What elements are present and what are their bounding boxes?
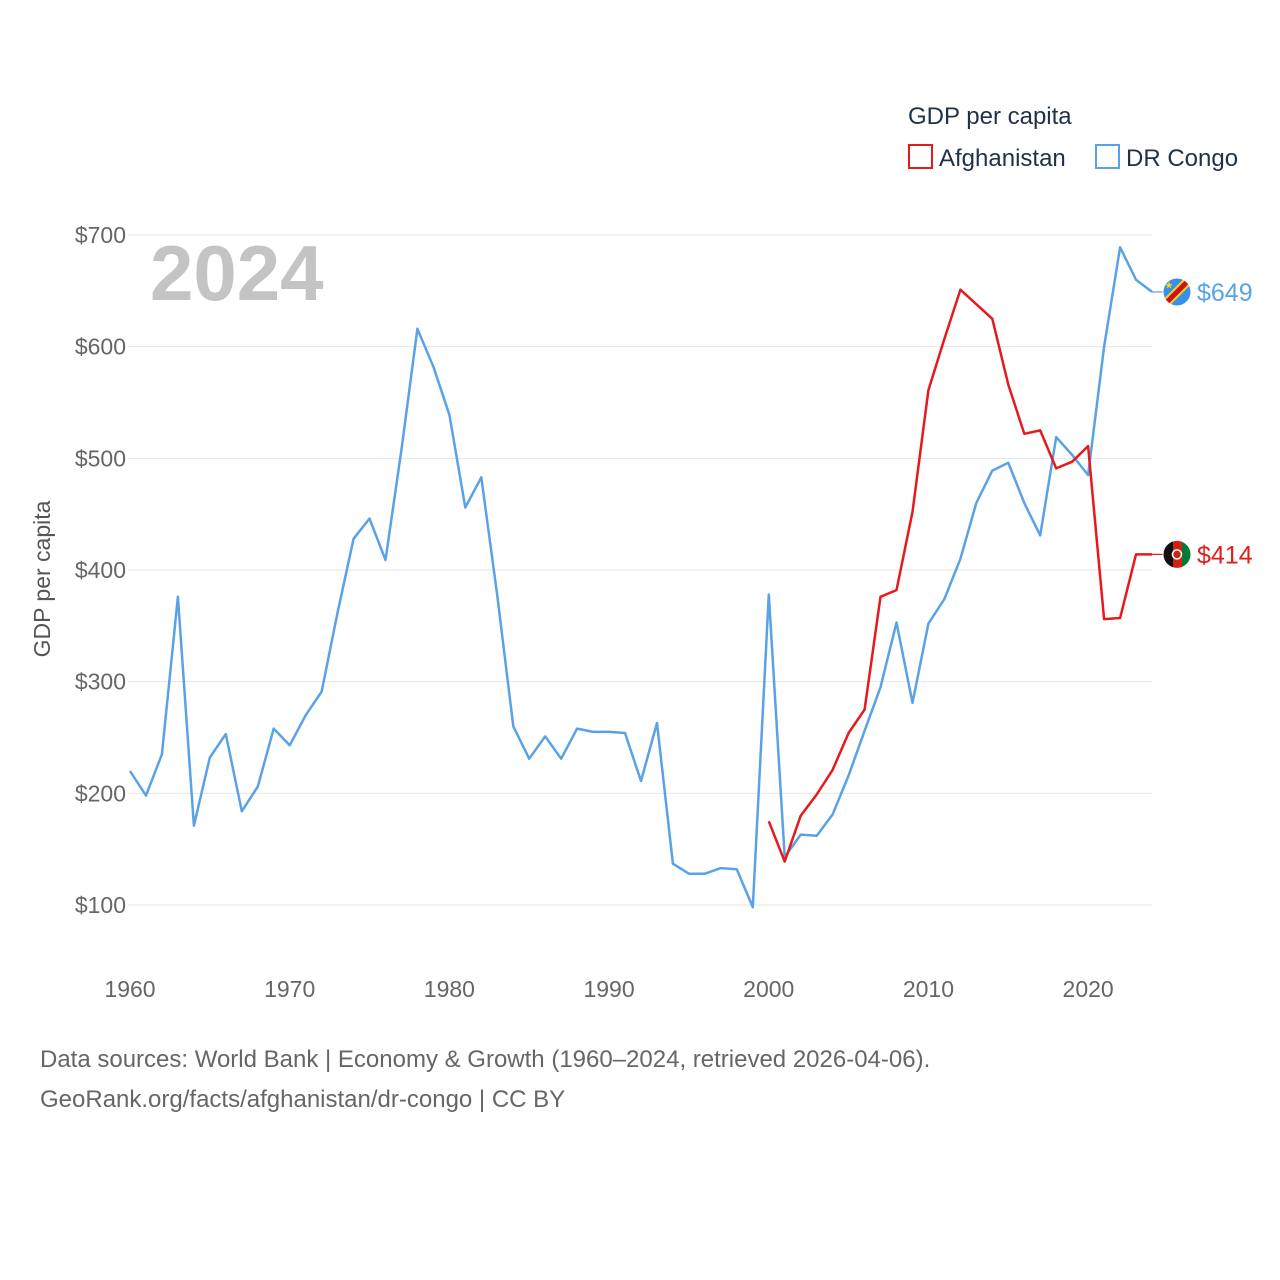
y-tick-label: $300 bbox=[75, 669, 126, 695]
legend[interactable]: GDP per capita Afghanistan DR Congo bbox=[908, 103, 1238, 172]
x-tick-label: 1980 bbox=[424, 976, 475, 1002]
x-tick-label: 1970 bbox=[264, 976, 315, 1002]
end-label-afghanistan: $414 bbox=[1197, 541, 1253, 569]
source-note: Data sources: World Bank | Economy & Gro… bbox=[40, 1040, 930, 1120]
y-tick-label: $100 bbox=[75, 892, 126, 918]
y-tick-label: $500 bbox=[75, 445, 126, 471]
dr-congo-flag-icon bbox=[1162, 277, 1192, 307]
x-axis: 1960 1970 1980 1990 2000 2010 2020 bbox=[104, 976, 1113, 1002]
y-tick-label: $600 bbox=[75, 334, 126, 360]
x-tick-label: 2000 bbox=[743, 976, 794, 1002]
y-tick-label: $200 bbox=[75, 780, 126, 806]
legend-swatch-dr-congo bbox=[1095, 144, 1120, 169]
legend-label-afghanistan: Afghanistan bbox=[939, 145, 1066, 172]
x-tick-label: 2020 bbox=[1063, 976, 1114, 1002]
source-line-2: GeoRank.org/facts/afghanistan/dr-congo |… bbox=[40, 1086, 566, 1113]
series-line-afghanistan[interactable] bbox=[767, 288, 1152, 863]
legend-label-dr-congo: DR Congo bbox=[1126, 145, 1238, 172]
y-axis: $100 $200 $300 $400 $500 $600 $700 bbox=[75, 222, 126, 918]
series-layer bbox=[128, 246, 1153, 909]
y-tick-label: $700 bbox=[75, 222, 126, 248]
legend-title: GDP per capita bbox=[908, 103, 1072, 130]
legend-swatch-afghanistan bbox=[908, 144, 933, 169]
x-tick-label: 1960 bbox=[104, 976, 155, 1002]
grid-lines bbox=[128, 234, 1152, 906]
y-axis-label: GDP per capita bbox=[29, 500, 55, 657]
year-watermark: 2024 bbox=[150, 229, 324, 317]
y-tick-label: $400 bbox=[75, 557, 126, 583]
end-label-dr-congo: $649 bbox=[1197, 279, 1253, 307]
legend-item-afghanistan[interactable]: Afghanistan bbox=[908, 144, 1066, 172]
legend-item-dr-congo[interactable]: DR Congo bbox=[1095, 144, 1238, 172]
source-line-1: Data sources: World Bank | Economy & Gro… bbox=[40, 1046, 931, 1073]
x-tick-label: 2010 bbox=[903, 976, 954, 1002]
series-line-dr-congo[interactable] bbox=[128, 246, 1153, 909]
x-tick-label: 1990 bbox=[583, 976, 634, 1002]
end-labels: $414 $649 bbox=[1152, 277, 1253, 569]
gdp-line-chart: $100 $200 $300 $400 $500 $600 $700 1960 1970 198… bbox=[29, 103, 1253, 1002]
afghanistan-flag-icon bbox=[1162, 539, 1192, 569]
